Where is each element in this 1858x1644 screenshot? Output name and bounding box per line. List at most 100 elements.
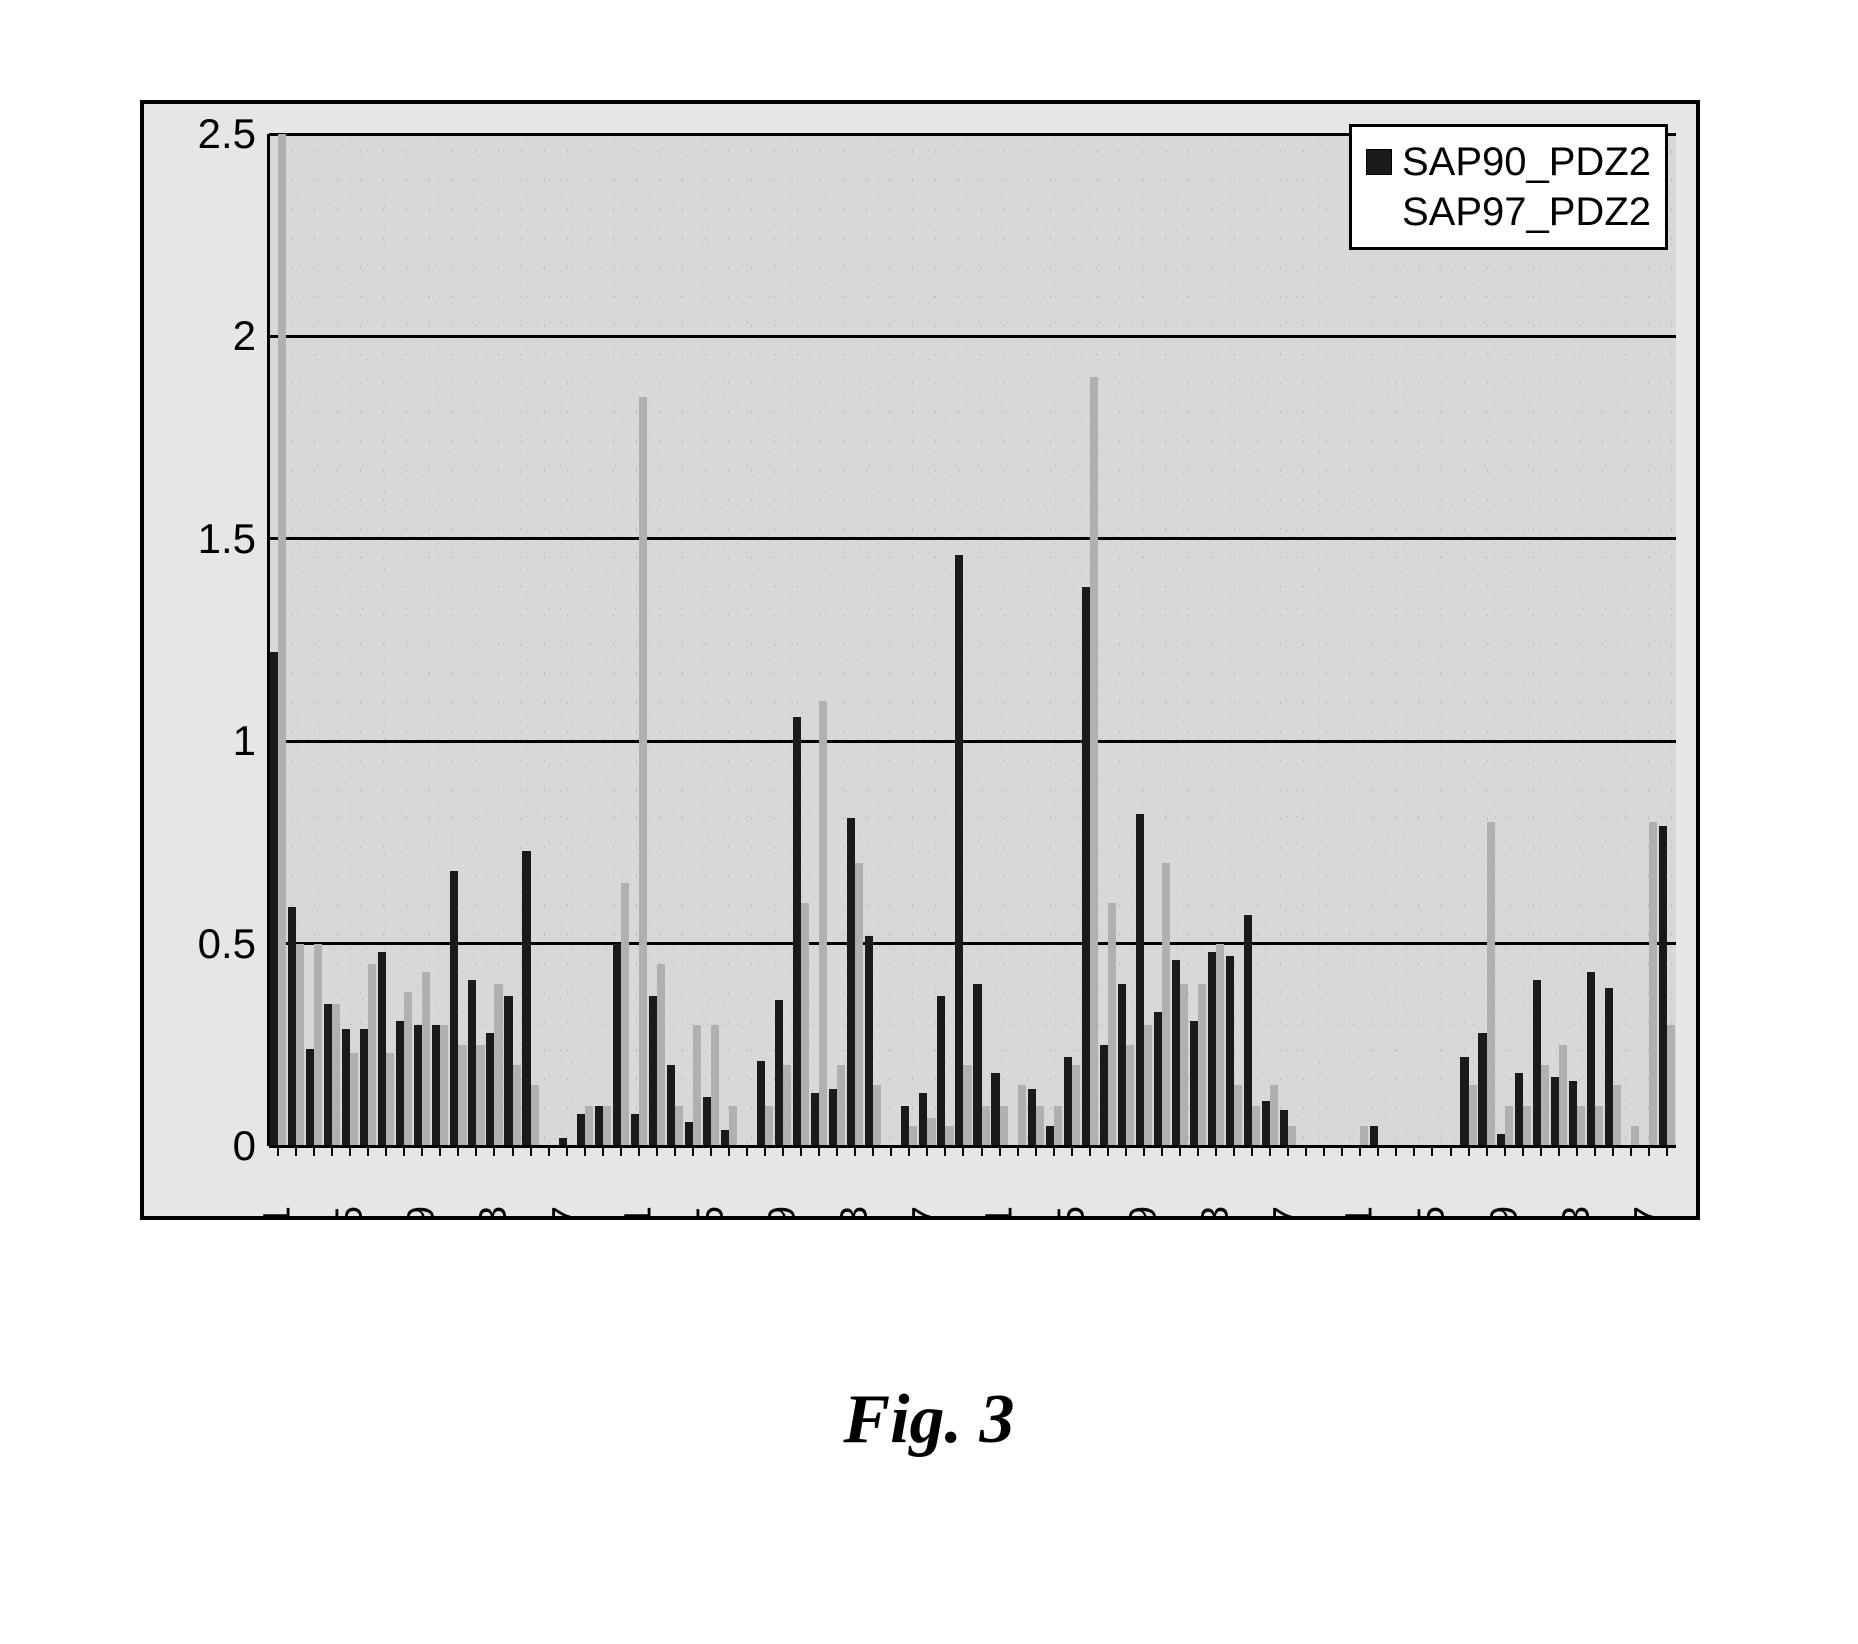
x-tick [1341, 1146, 1343, 1156]
x-tick-label: 25 [689, 1206, 732, 1220]
x-tick [584, 1146, 586, 1156]
bar [1515, 1073, 1523, 1146]
x-tick [1269, 1146, 1271, 1156]
y-tick-label: 2.5 [198, 110, 256, 158]
bar [522, 851, 530, 1147]
bar [306, 1049, 314, 1146]
x-tick [999, 1146, 1001, 1156]
x-tick-label: 45 [1050, 1206, 1093, 1220]
x-tick-label: 61 [1339, 1206, 1382, 1220]
x-tick [530, 1146, 532, 1156]
bar [1082, 587, 1090, 1146]
bar [386, 1053, 394, 1146]
x-tick [1413, 1146, 1415, 1156]
y-tick-label: 2 [233, 312, 256, 360]
bar [991, 1073, 999, 1146]
bar [1280, 1110, 1288, 1146]
bar [685, 1122, 693, 1146]
bar [288, 907, 296, 1146]
bar [1659, 826, 1667, 1146]
bar [1136, 814, 1144, 1146]
bar [1252, 1106, 1260, 1146]
x-tick-label: 57 [1267, 1206, 1310, 1220]
bar [757, 1061, 765, 1146]
bar [765, 1106, 773, 1146]
bar [476, 1045, 484, 1146]
x-tick [421, 1146, 423, 1156]
x-tick-label: 37 [906, 1206, 949, 1220]
bar [829, 1089, 837, 1146]
bar [1460, 1057, 1468, 1146]
x-tick-label: 41 [978, 1206, 1021, 1220]
bar [847, 818, 855, 1146]
x-tick [638, 1146, 640, 1156]
bar [1569, 1081, 1577, 1146]
bar [422, 972, 430, 1146]
bar [613, 944, 621, 1146]
bar [919, 1093, 927, 1146]
x-tick [1143, 1146, 1145, 1156]
bar [1064, 1057, 1072, 1146]
bar [1613, 1085, 1621, 1146]
bar [801, 903, 809, 1146]
bar [1551, 1077, 1559, 1146]
gridline [269, 740, 1676, 743]
x-tick [1017, 1146, 1019, 1156]
x-tick [1233, 1146, 1235, 1156]
bar [1054, 1106, 1062, 1146]
x-tick-label: 69 [1483, 1206, 1526, 1220]
bar [649, 996, 657, 1146]
x-tick [602, 1146, 604, 1156]
x-tick [1035, 1146, 1037, 1156]
bar [278, 134, 286, 1146]
bar [1100, 1045, 1108, 1146]
x-tick [512, 1146, 514, 1156]
x-tick [475, 1146, 477, 1156]
bar [1667, 1025, 1675, 1146]
bar [1000, 1106, 1008, 1146]
gridline [269, 335, 1676, 338]
bar [1226, 956, 1234, 1146]
x-tick-label: 33 [834, 1206, 877, 1220]
x-tick [1359, 1146, 1361, 1156]
bar [1126, 1045, 1134, 1146]
x-tick-label: 73 [1555, 1206, 1598, 1220]
y-tick-label: 0.5 [198, 920, 256, 968]
gridline [269, 942, 1676, 945]
bar [1370, 1126, 1378, 1146]
bar [1180, 984, 1188, 1146]
bar [1216, 944, 1224, 1146]
bar [973, 984, 981, 1146]
y-axis-line [267, 134, 270, 1146]
x-tick [926, 1146, 928, 1156]
bar [1587, 972, 1595, 1146]
x-tick [367, 1146, 369, 1156]
x-tick [295, 1146, 297, 1156]
x-tick-label: 53 [1195, 1206, 1238, 1220]
bar [450, 871, 458, 1146]
x-tick [1161, 1146, 1163, 1156]
x-tick [710, 1146, 712, 1156]
x-tick [1630, 1146, 1632, 1156]
x-tick [1666, 1146, 1668, 1156]
bar [577, 1114, 585, 1146]
x-tick [1323, 1146, 1325, 1156]
bar [1244, 915, 1252, 1146]
bar [314, 944, 322, 1146]
x-tick [746, 1146, 748, 1156]
bar [494, 984, 502, 1146]
bar [1028, 1089, 1036, 1146]
bar [1605, 988, 1613, 1146]
bar [1198, 984, 1206, 1146]
bar [603, 1106, 611, 1146]
x-axis-line [269, 1145, 1676, 1148]
x-tick [674, 1146, 676, 1156]
x-tick [1107, 1146, 1109, 1156]
x-tick [764, 1146, 766, 1156]
bar [270, 652, 278, 1146]
x-tick [1522, 1146, 1524, 1156]
x-tick [457, 1146, 459, 1156]
x-tick [493, 1146, 495, 1156]
bar [1541, 1065, 1549, 1146]
x-tick [1089, 1146, 1091, 1156]
